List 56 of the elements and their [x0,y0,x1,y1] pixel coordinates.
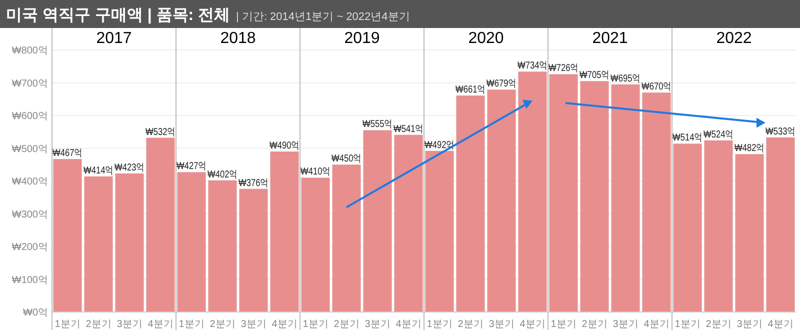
data-label: ₩679억 [486,78,523,90]
text: 2019 [344,30,380,47]
text: 2017 [96,30,132,47]
data-label: ₩670억 [642,82,678,93]
chart-subtitle: | 기간: 2014년1분기 ~ 2022년4분기 [236,11,410,23]
y-tick-label: ₩300억 [12,209,48,220]
x-tick-label: 1분기 [54,319,80,330]
x-tick-label: 3분기 [116,319,142,330]
data-label: ₩376억 [238,178,275,189]
data-label: ₩467억 [52,148,89,160]
chart-title: 미국 역직구 구매액 | 품목: 전체 [6,7,230,24]
x-tick-label: 3분기 [488,319,514,330]
data-label: ₩524억 [704,129,740,140]
y-tick-label: ₩500억 [12,144,48,155]
data-label: ₩541억 [394,124,430,135]
x-tick-label: 3분기 [240,319,266,330]
x-tick-label: 2분기 [458,319,484,330]
x-tick-label: 4분기 [520,319,546,330]
x-tick-label: 4분기 [148,319,174,330]
x-tick-label: 3분기 [364,319,390,330]
y-tick-label: ₩700억 [12,78,48,90]
y-tick-label: ₩100억 [12,274,48,286]
data-label: ₩450억 [332,154,368,165]
x-tick-label: 3분기 [736,319,762,330]
y-tick-label: ₩400억 [12,176,48,188]
data-label: ₩492억 [424,140,461,151]
text: 2018 [220,30,256,47]
x-tick-label: 1분기 [426,319,452,330]
x-tick-label: 1분기 [674,319,700,330]
x-tick-label: 1분기 [302,319,328,330]
x-tick-label: 4분기 [768,319,794,330]
x-tick-label: 2분기 [582,319,608,330]
data-label: ₩423억 [114,162,151,174]
data-label: ₩410억 [300,166,337,178]
text: 2022 [716,30,752,47]
x-tick-label: 2분기 [706,319,732,330]
x-tick-label: 3분기 [612,319,638,330]
y-tick-label: ₩600억 [12,111,48,122]
data-label: ₩482억 [734,143,771,154]
x-tick-label: 2분기 [334,319,360,330]
y-tick-label: ₩200억 [12,242,48,253]
data-label: ₩402억 [208,169,244,180]
x-tick-label: 4분기 [396,319,422,330]
x-tick-label: 1분기 [178,319,204,330]
y-tick-label: ₩800억 [12,46,48,56]
data-label: ₩533억 [766,126,800,138]
text: 2021 [592,30,628,47]
x-tick-label: 1분기 [550,319,576,330]
x-tick-label: 4분기 [644,319,670,330]
data-label: ₩490억 [270,140,306,152]
x-tick-label: 4분기 [272,319,298,330]
x-tick-label: 2분기 [210,319,236,330]
data-label: ₩532억 [146,126,182,138]
y-tick-label: ₩0억 [23,308,48,318]
x-tick-label: 2분기 [86,319,112,330]
text: 2020 [468,30,504,47]
